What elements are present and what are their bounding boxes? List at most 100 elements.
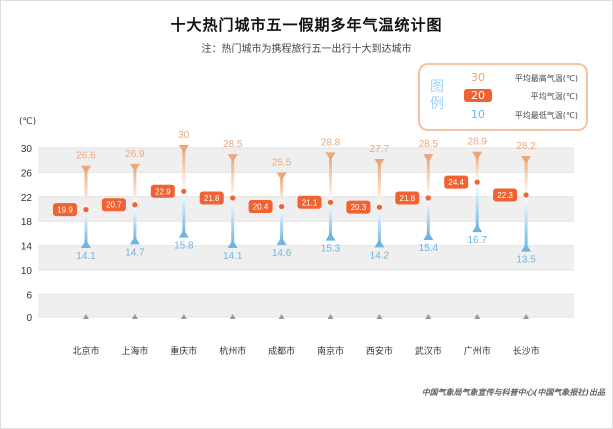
legend-item-mean: 20 平均气温(℃) [460, 89, 582, 105]
mean-dot [523, 192, 529, 198]
mean-value-label: 24.4 [448, 178, 464, 187]
low-marker [178, 229, 189, 238]
high-marker [521, 155, 532, 164]
low-value-label: 13.5 [516, 255, 536, 266]
high-marker [81, 165, 91, 174]
mean-label-box [101, 198, 126, 212]
range-bar [329, 155, 332, 238]
high-value-label: 28.9 [467, 137, 487, 148]
range-bar [475, 154, 479, 230]
x-tick-label: 武汉市 [415, 345, 442, 357]
x-tick-label: 北京市 [72, 345, 99, 357]
mean-dot [230, 195, 236, 201]
range-bar [84, 168, 88, 245]
low-value-label: 14.1 [223, 251, 243, 262]
x-tick-label: 上海市 [121, 345, 148, 357]
low-value-label: 14.1 [76, 251, 96, 262]
mean-value-label: 19.9 [57, 206, 73, 215]
legend-sample-low: 10 [471, 108, 485, 121]
grid-band [38, 148, 574, 173]
legend-title: 图例 [430, 79, 444, 112]
zero-marker [180, 314, 187, 319]
high-value-label: 26.6 [76, 151, 96, 162]
x-tick-label: 西安市 [366, 345, 393, 357]
high-value-label: 28.5 [223, 139, 243, 150]
high-marker [472, 151, 483, 160]
high-value-label: 28.2 [516, 141, 536, 152]
high-value-label: 30 [178, 130, 190, 141]
mean-dot [474, 179, 480, 185]
chart-title: 十大热门城市五一假期多年气温统计图 [170, 16, 443, 34]
high-marker [178, 145, 189, 153]
zero-marker [523, 314, 530, 319]
low-marker [472, 224, 483, 233]
mean-dot [181, 188, 187, 194]
x-tick-label: 长沙市 [513, 345, 540, 357]
x-tick-label: 广州市 [464, 345, 491, 357]
low-marker [227, 239, 238, 248]
high-marker [129, 163, 140, 172]
zero-marker [327, 314, 334, 319]
mean-dot [83, 207, 89, 213]
legend-label-low: 平均最低气温(℃) [514, 111, 578, 120]
high-value-label: 26.9 [125, 149, 145, 160]
grid-band [38, 245, 574, 270]
x-tick-label: 重庆市 [170, 345, 197, 357]
low-value-label: 14.6 [272, 248, 292, 259]
zero-marker [83, 314, 89, 319]
mean-dot [376, 204, 382, 210]
range-bar [524, 158, 528, 249]
high-marker [325, 152, 336, 161]
low-marker [81, 239, 91, 248]
legend-item-high: 30 平均最高气温(℃) [460, 71, 582, 87]
low-value-label: 15.8 [174, 241, 194, 252]
high-marker [423, 154, 434, 163]
mean-label-box [248, 200, 273, 214]
low-marker [276, 236, 287, 245]
zero-marker [229, 314, 236, 319]
mean-dot [279, 203, 285, 210]
high-marker [374, 159, 385, 168]
mean-dot [425, 195, 431, 201]
mean-label-box [346, 200, 371, 214]
y-axis-unit: (℃) [19, 117, 37, 127]
high-value-label: 28.8 [321, 137, 341, 148]
low-value-label: 14.2 [370, 250, 390, 261]
low-value-label: 16.7 [467, 235, 487, 246]
y-tick-label: 14 [21, 242, 33, 253]
low-marker [374, 239, 385, 248]
zero-marker [278, 314, 285, 319]
chart-subtitle: 注：热门城市为携程旅行五一出行十大到达城市 [201, 44, 412, 55]
mean-value-label: 22.3 [497, 191, 513, 200]
legend-item-low: 10 平均最低气温(℃) [460, 108, 582, 124]
mean-value-label: 20.7 [106, 201, 122, 210]
mean-value-label: 20.4 [253, 203, 269, 212]
mean-label-box [199, 191, 224, 205]
mean-label-box [150, 184, 175, 198]
mean-value-label: 20.3 [351, 203, 367, 212]
grid-band [38, 294, 574, 317]
y-tick-label: 30 [21, 144, 33, 155]
mean-label-box [53, 203, 77, 217]
zero-marker [425, 314, 432, 319]
y-tick-label: 0 [26, 313, 32, 324]
mean-label-box [297, 195, 322, 209]
legend-label-mean: 平均气温(℃) [530, 92, 578, 101]
high-value-label: 25.5 [272, 157, 292, 168]
mean-value-label: 22.9 [155, 187, 171, 196]
high-marker [227, 154, 238, 163]
y-tick-label: 26 [21, 168, 33, 179]
high-value-label: 27.7 [370, 144, 390, 155]
mean-dot [132, 202, 138, 208]
low-marker [521, 243, 532, 252]
source-credit: 中国气象局气象宣传与科普中心(中国气象报社)出品 [421, 388, 605, 397]
x-tick-label: 杭州市 [219, 345, 246, 357]
mean-value-label: 21.1 [302, 198, 318, 207]
zero-marker [376, 314, 383, 319]
x-tick-label: 成都市 [268, 345, 295, 357]
low-value-label: 15.3 [321, 244, 341, 255]
mean-value-label: 21.8 [400, 194, 416, 203]
low-value-label: 15.4 [419, 243, 439, 254]
y-tick-label: 18 [21, 217, 33, 228]
